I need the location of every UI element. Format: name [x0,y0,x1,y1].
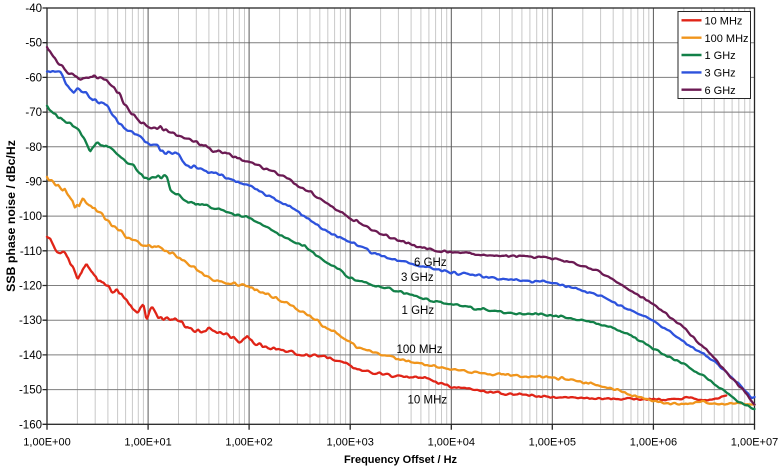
svg-text:1,00E+04: 1,00E+04 [428,437,475,449]
svg-text:Frequency Offset / Hz: Frequency Offset / Hz [344,454,458,466]
svg-text:SSB phase noise / dBc/Hz: SSB phase noise / dBc/Hz [4,140,18,292]
svg-text:-130: -130 [19,315,42,327]
svg-text:-100: -100 [19,211,42,223]
svg-text:1,00E+01: 1,00E+01 [124,437,171,449]
svg-text:-160: -160 [19,419,42,431]
svg-text:1,00E+00: 1,00E+00 [23,437,70,449]
svg-text:-40: -40 [25,3,42,15]
svg-text:1,00E+05: 1,00E+05 [529,437,576,449]
svg-text:-110: -110 [20,246,42,258]
svg-text:10 MHz: 10 MHz [408,395,448,407]
svg-text:-60: -60 [25,72,42,84]
svg-text:100 MHz: 100 MHz [397,344,443,356]
svg-text:1 GHz: 1 GHz [705,50,736,62]
svg-text:-150: -150 [19,385,42,397]
svg-text:-80: -80 [25,142,42,154]
svg-text:-140: -140 [19,350,42,362]
svg-text:-120: -120 [19,281,42,293]
svg-text:-70: -70 [25,107,42,119]
svg-text:1,00E+03: 1,00E+03 [326,437,373,449]
svg-text:-50: -50 [25,38,42,50]
svg-text:1,00E+02: 1,00E+02 [225,437,272,449]
svg-text:1 GHz: 1 GHz [402,305,435,317]
svg-text:6 GHz: 6 GHz [705,85,736,97]
svg-text:3 GHz: 3 GHz [705,68,736,80]
svg-text:3 GHz: 3 GHz [401,272,434,284]
svg-text:100 MHz: 100 MHz [705,33,749,45]
svg-text:-90: -90 [25,176,42,188]
svg-text:1,00E+06: 1,00E+06 [630,437,677,449]
svg-text:10 MHz: 10 MHz [705,16,743,28]
svg-text:1,00E+07: 1,00E+07 [731,437,778,449]
svg-text:6 GHz: 6 GHz [414,257,447,269]
